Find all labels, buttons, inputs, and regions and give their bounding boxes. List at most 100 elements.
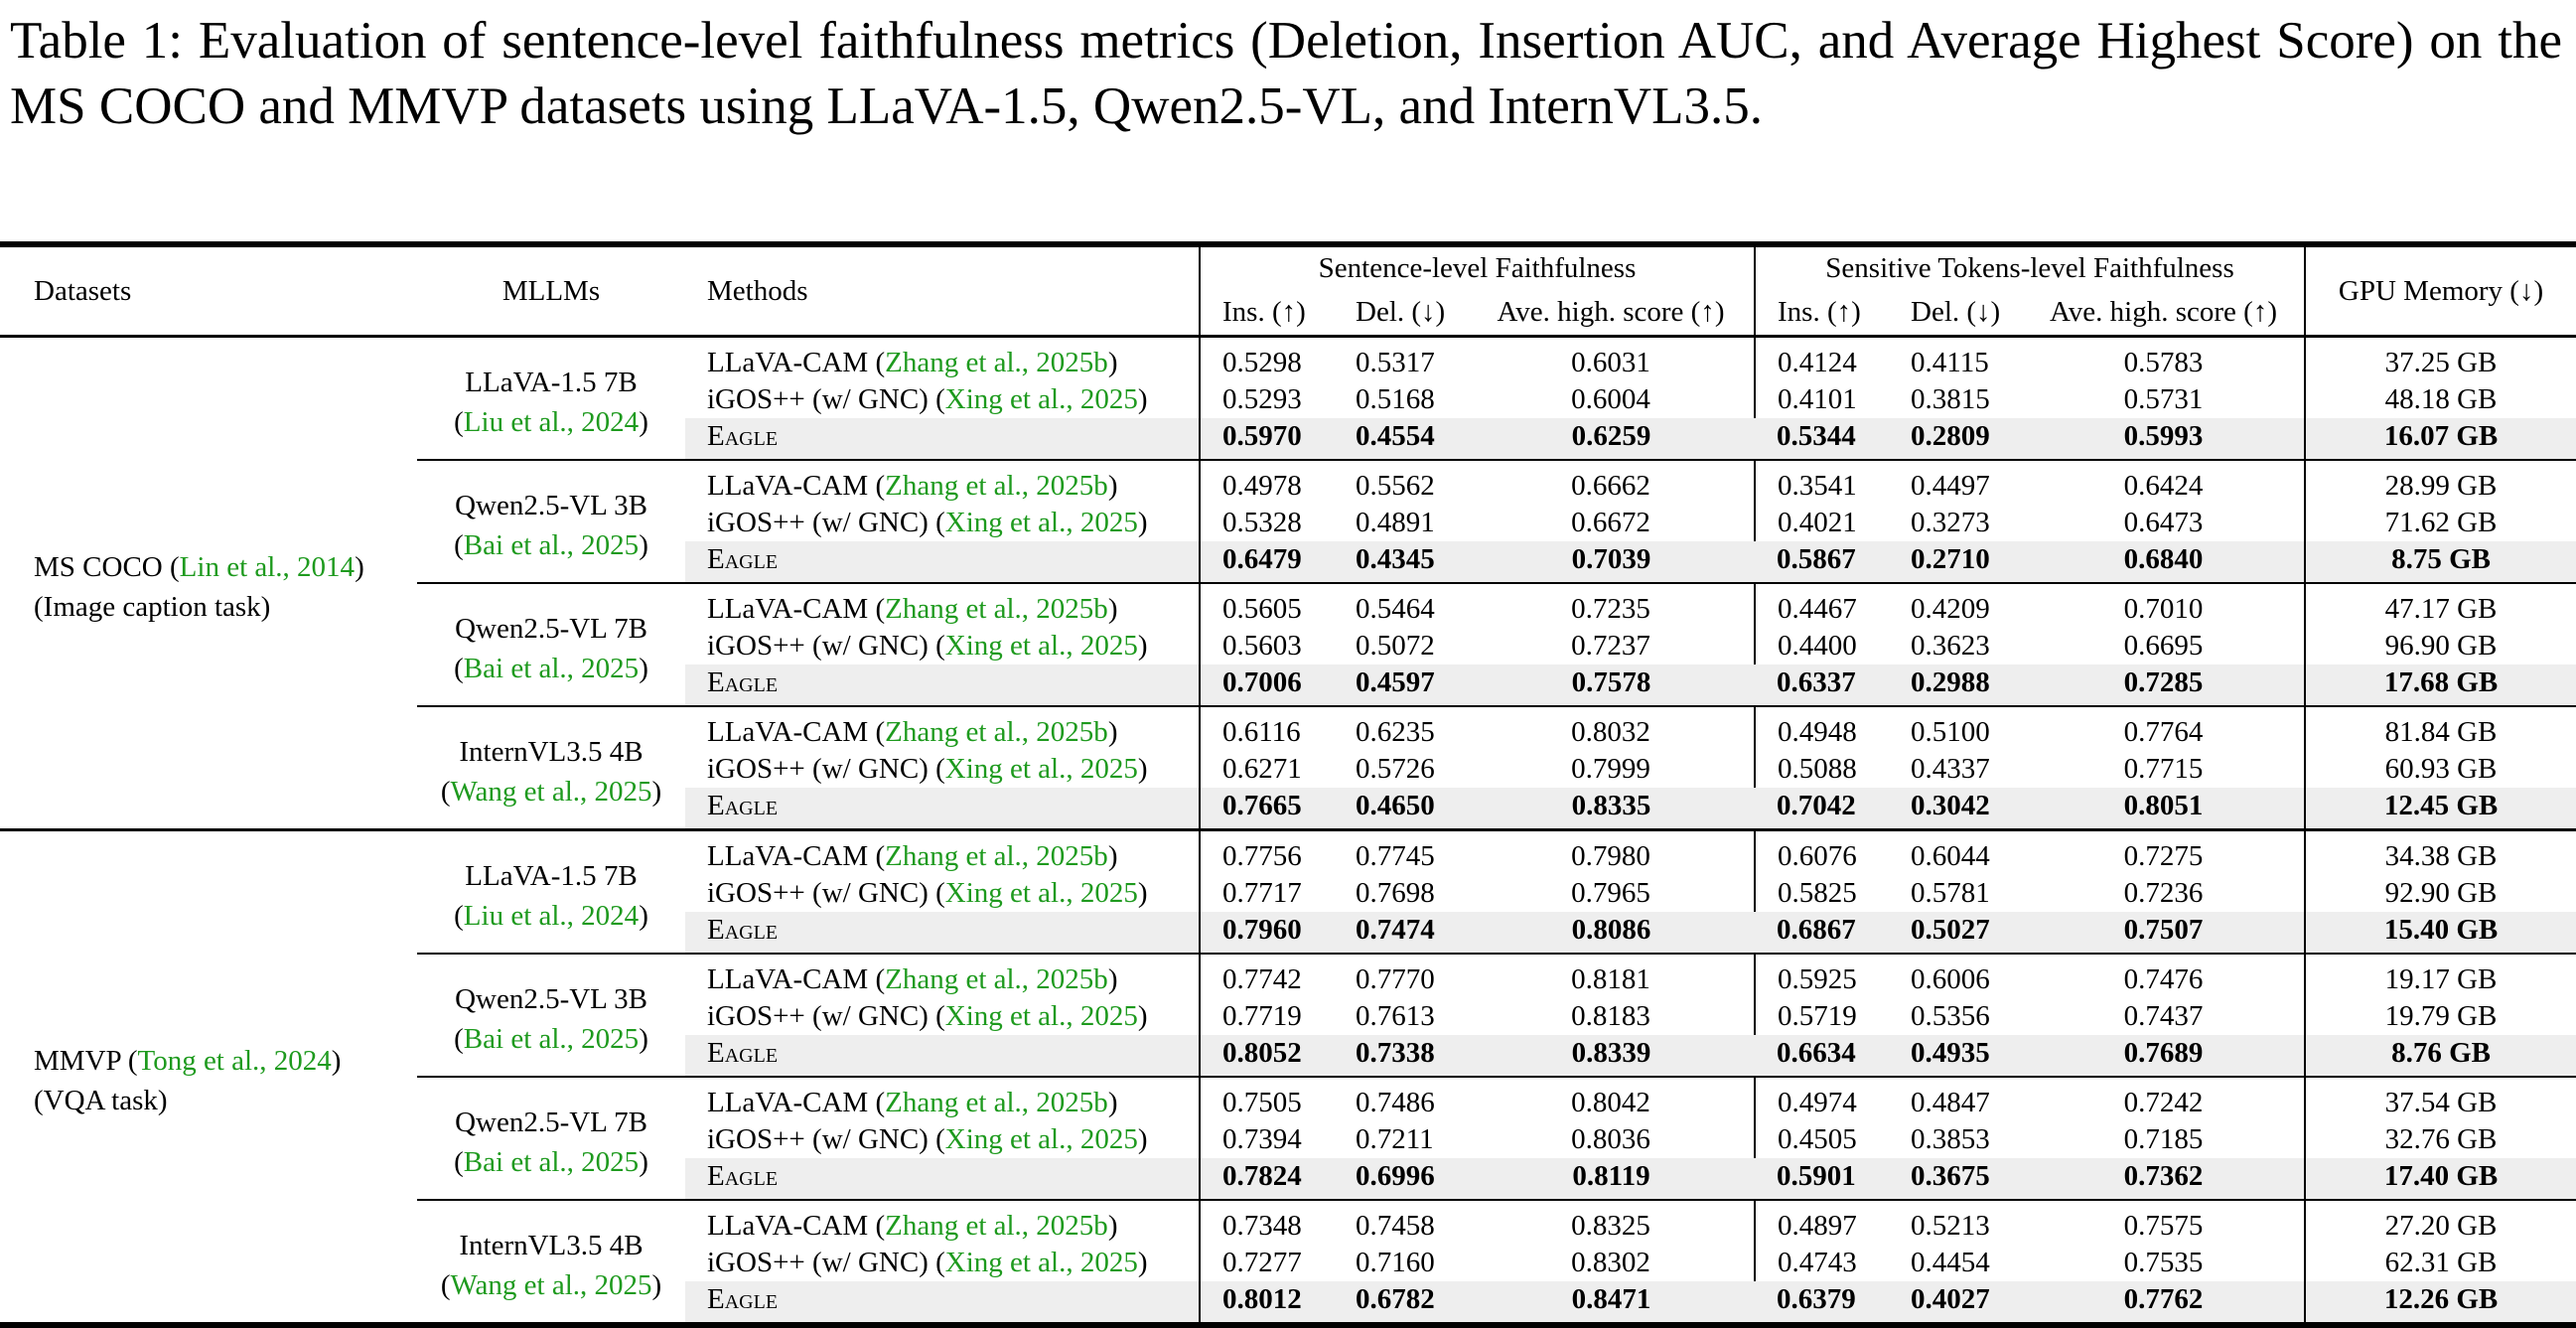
method-cell: LLaVA-CAM (Zhang et al., 2025b) <box>685 1199 1200 1245</box>
sentence-ave-high-score: 0.7039 <box>1468 541 1756 583</box>
citation-link[interactable]: Bai et al., 2025 <box>463 528 640 561</box>
tokens-ave-high-score: 0.7010 <box>2023 582 2306 628</box>
gpu-memory: 37.54 GB <box>2304 1076 2576 1121</box>
gpu-memory: 17.40 GB <box>2304 1158 2576 1200</box>
table-row: Eagle 0.6479 0.4345 0.7039 0.5867 0.2710 0.684… <box>0 541 2576 583</box>
method-name: LLaVA-CAM <box>707 347 869 378</box>
sentence-ins: 0.5298 <box>1199 335 1334 381</box>
citation-link[interactable]: Zhang et al., 2025b <box>885 716 1108 748</box>
citation-link[interactable]: Liu et al., 2024 <box>463 405 640 438</box>
citation-link[interactable]: Zhang et al., 2025b <box>885 470 1108 502</box>
mllm-cell: Qwen2.5-VL 3B (Bai et al., 2025) <box>417 459 685 583</box>
citation-link[interactable]: Bai et al., 2025 <box>463 652 640 684</box>
mllm-name: LLaVA-1.5 7B <box>465 859 638 892</box>
citation-link[interactable]: Zhang et al., 2025b <box>885 593 1108 625</box>
sentence-ave-high-score: 0.7237 <box>1571 630 1650 662</box>
sentence-del: 0.7338 <box>1334 1035 1468 1077</box>
method-cell: iGOS++ (w/ GNC) (Xing et al., 2025) <box>707 507 1148 538</box>
tokens-del: 0.4935 <box>1889 1035 2024 1077</box>
citation-link[interactable]: Xing et al., 2025 <box>944 1123 1138 1155</box>
table-row: Eagle 0.7960 0.7474 0.8086 0.6867 0.5027 0.750… <box>0 912 2576 954</box>
header-tokens-ave: Ave. high. score (↑) <box>2050 295 2277 328</box>
tokens-ins: 0.4505 <box>1754 1121 1890 1158</box>
dataset-task: (VQA task) <box>34 1084 168 1116</box>
header-datasets: Datasets <box>0 241 417 337</box>
citation-link[interactable]: Xing et al., 2025 <box>944 1247 1138 1278</box>
sentence-ins: 0.5605 <box>1199 582 1334 628</box>
sentence-del: 0.7486 <box>1334 1076 1468 1121</box>
table-row: iGOS++ (w/ GNC) (Xing et al., 2025) 0.727… <box>0 1245 2576 1281</box>
tokens-ins: 0.6379 <box>1755 1281 1890 1328</box>
tokens-del: 0.3042 <box>1889 788 2024 830</box>
citation-link[interactable]: Zhang et al., 2025b <box>885 1087 1108 1118</box>
citation-link[interactable]: Xing et al., 2025 <box>944 630 1138 662</box>
citation-link[interactable]: Xing et al., 2025 <box>944 877 1138 909</box>
citation-link[interactable]: Liu et al., 2024 <box>463 899 640 932</box>
method-cell: Eagle <box>685 1158 1200 1200</box>
tokens-del: 0.2809 <box>1889 418 2024 460</box>
sentence-ave-high-score: 0.6031 <box>1468 335 1756 381</box>
citation-link[interactable]: Bai et al., 2025 <box>463 1022 640 1055</box>
tokens-ins: 0.5088 <box>1754 751 1890 788</box>
citation-link[interactable]: Wang et al., 2025 <box>450 775 652 808</box>
mllm-cell: InternVL3.5 4B (Wang et al., 2025) <box>417 1199 685 1328</box>
gpu-memory: 37.25 GB <box>2304 335 2576 381</box>
gpu-memory: 71.62 GB <box>2304 505 2576 541</box>
header-gpu-memory: GPU Memory (↓) <box>2304 241 2576 337</box>
sentence-del: 0.7698 <box>1356 877 1435 909</box>
tokens-ins: 0.4897 <box>1754 1199 1890 1245</box>
citation-link[interactable]: Wang et al., 2025 <box>450 1268 652 1301</box>
method-name: LLaVA-CAM <box>707 716 869 748</box>
sentence-ins: 0.7665 <box>1199 788 1334 830</box>
tokens-del: 0.4337 <box>1911 753 1990 785</box>
gpu-memory: 12.26 GB <box>2304 1281 2576 1328</box>
tokens-ave-high-score: 0.5783 <box>2023 335 2306 381</box>
mllm-cell: LLaVA-1.5 7B (Liu et al., 2024) <box>417 828 685 954</box>
citation-link[interactable]: Xing et al., 2025 <box>944 1000 1138 1032</box>
method-cell: LLaVA-CAM (Zhang et al., 2025b) <box>685 582 1200 628</box>
gpu-memory: 47.17 GB <box>2304 582 2576 628</box>
method-cell: Eagle <box>685 1035 1200 1077</box>
method-name: Eagle <box>707 790 779 821</box>
method-cell: Eagle <box>685 541 1200 583</box>
sentence-del: 0.6782 <box>1334 1281 1468 1328</box>
citation-link[interactable]: Bai et al., 2025 <box>463 1145 640 1178</box>
citation-link[interactable]: Tong et al., 2024 <box>137 1044 332 1077</box>
sentence-ins: 0.7960 <box>1199 912 1334 954</box>
dataset-name: MS COCO <box>34 550 163 583</box>
method-name: Eagle <box>707 543 779 575</box>
header-methods: Methods <box>685 241 1200 337</box>
method-name: iGOS++ (w/ GNC) <box>707 753 929 785</box>
gpu-memory: 96.90 GB <box>2304 628 2576 664</box>
gpu-memory: 12.45 GB <box>2304 788 2576 830</box>
citation-link[interactable]: Lin et al., 2014 <box>179 550 356 583</box>
method-cell: iGOS++ (w/ GNC) (Xing et al., 2025) <box>707 1000 1148 1032</box>
citation-link[interactable]: Zhang et al., 2025b <box>885 1210 1108 1242</box>
sentence-ins: 0.7756 <box>1199 828 1334 875</box>
sentence-ins: 0.8052 <box>1199 1035 1334 1077</box>
citation-link[interactable]: Xing et al., 2025 <box>944 753 1138 785</box>
citation-link[interactable]: Zhang et al., 2025b <box>885 840 1108 872</box>
mllm-cell: InternVL3.5 4B (Wang et al., 2025) <box>417 705 685 830</box>
method-cell: iGOS++ (w/ GNC) (Xing et al., 2025) <box>707 877 1148 909</box>
tokens-ave-high-score: 0.7285 <box>2023 664 2306 706</box>
tokens-del: 0.4847 <box>1889 1076 2024 1121</box>
tokens-del: 0.3853 <box>1911 1123 1990 1155</box>
tokens-del: 0.4209 <box>1889 582 2024 628</box>
citation-link[interactable]: Xing et al., 2025 <box>944 507 1138 538</box>
sentence-ins: 0.7277 <box>1199 1245 1334 1281</box>
method-cell: Eagle <box>685 912 1200 954</box>
gpu-memory: 32.76 GB <box>2304 1121 2576 1158</box>
dataset-cell: MMVP (Tong et al., 2024) (VQA task) <box>0 828 417 1328</box>
method-name: LLaVA-CAM <box>707 593 869 625</box>
mllm-cell: Qwen2.5-VL 7B (Bai et al., 2025) <box>417 1076 685 1200</box>
table-row: iGOS++ (w/ GNC) (Xing et al., 2025) 0.560… <box>0 628 2576 664</box>
citation-link[interactable]: Zhang et al., 2025b <box>885 963 1108 995</box>
tokens-ins: 0.6076 <box>1754 828 1890 875</box>
citation-link[interactable]: Xing et al., 2025 <box>944 383 1138 415</box>
sentence-ins: 0.5970 <box>1199 418 1334 460</box>
header-sentence-ins: Ins. (↑) <box>1199 289 1334 337</box>
citation-link[interactable]: Zhang et al., 2025b <box>885 347 1108 378</box>
tokens-ins: 0.4467 <box>1754 582 1890 628</box>
sentence-ins: 0.6479 <box>1199 541 1334 583</box>
